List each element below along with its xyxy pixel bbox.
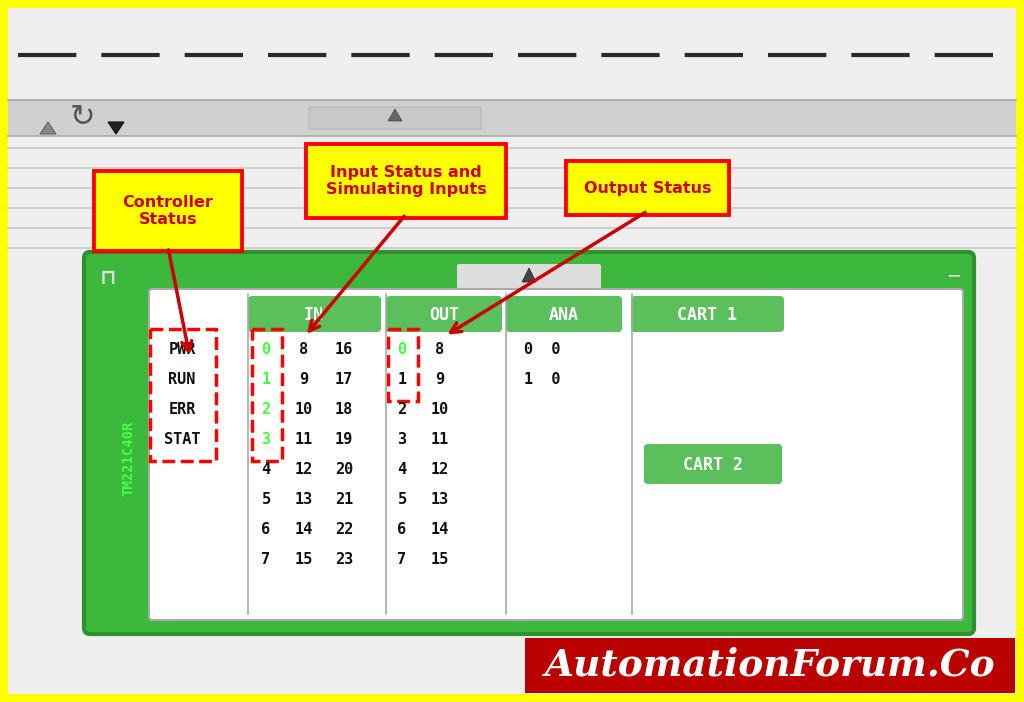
Text: Output Status: Output Status <box>584 180 712 195</box>
Text: 11: 11 <box>431 432 450 447</box>
Text: 7: 7 <box>397 552 407 567</box>
Polygon shape <box>40 122 56 134</box>
FancyBboxPatch shape <box>8 8 1016 694</box>
Text: 14: 14 <box>431 522 450 538</box>
Text: 11: 11 <box>295 432 313 447</box>
FancyBboxPatch shape <box>150 289 963 620</box>
FancyBboxPatch shape <box>506 296 622 332</box>
FancyBboxPatch shape <box>644 444 782 484</box>
Text: ERR: ERR <box>168 402 196 418</box>
Text: STAT: STAT <box>164 432 201 447</box>
Text: 12: 12 <box>431 463 450 477</box>
Text: RUN: RUN <box>168 373 196 388</box>
Text: 8: 8 <box>435 343 444 357</box>
Text: 2: 2 <box>261 402 270 418</box>
Text: 5: 5 <box>261 493 270 508</box>
Polygon shape <box>388 109 402 121</box>
Text: ─: ─ <box>948 267 959 285</box>
FancyBboxPatch shape <box>84 252 974 634</box>
Text: Controller
Status: Controller Status <box>123 194 213 227</box>
Text: 5: 5 <box>397 493 407 508</box>
Text: 6: 6 <box>397 522 407 538</box>
Text: 19: 19 <box>335 432 353 447</box>
Text: CART 1: CART 1 <box>677 306 737 324</box>
Text: IN: IN <box>304 306 324 324</box>
Text: OUT: OUT <box>429 306 459 324</box>
Text: 12: 12 <box>295 463 313 477</box>
Text: 14: 14 <box>295 522 313 538</box>
FancyBboxPatch shape <box>306 144 506 218</box>
Text: PWR: PWR <box>168 343 196 357</box>
Text: 7: 7 <box>261 552 270 567</box>
FancyBboxPatch shape <box>525 638 1015 693</box>
Text: 17: 17 <box>335 373 353 388</box>
FancyBboxPatch shape <box>248 296 381 332</box>
Text: 1  0: 1 0 <box>523 373 560 388</box>
Text: 8: 8 <box>299 343 308 357</box>
Text: 15: 15 <box>431 552 450 567</box>
Text: 16: 16 <box>335 343 353 357</box>
Polygon shape <box>108 122 124 134</box>
Text: 18: 18 <box>335 402 353 418</box>
Text: 22: 22 <box>335 522 353 538</box>
Text: 6: 6 <box>261 522 270 538</box>
Text: 0: 0 <box>261 343 270 357</box>
Text: ↻: ↻ <box>70 103 95 133</box>
Text: 1: 1 <box>397 373 407 388</box>
Text: 13: 13 <box>431 493 450 508</box>
Text: 4: 4 <box>261 463 270 477</box>
FancyBboxPatch shape <box>457 264 601 290</box>
FancyBboxPatch shape <box>94 171 242 251</box>
Text: 20: 20 <box>335 463 353 477</box>
Text: 21: 21 <box>335 493 353 508</box>
Text: ⊓: ⊓ <box>99 268 117 288</box>
Text: 9: 9 <box>299 373 308 388</box>
Text: TM221C40R: TM221C40R <box>121 420 135 496</box>
Text: 1: 1 <box>261 373 270 388</box>
Text: 10: 10 <box>431 402 450 418</box>
Text: 3: 3 <box>261 432 270 447</box>
Text: Input Status and
Simulating Inputs: Input Status and Simulating Inputs <box>326 165 486 197</box>
FancyBboxPatch shape <box>566 161 729 215</box>
Text: 9: 9 <box>435 373 444 388</box>
Text: ANA: ANA <box>549 306 579 324</box>
Text: 3: 3 <box>397 432 407 447</box>
Polygon shape <box>522 268 536 282</box>
FancyBboxPatch shape <box>309 107 481 129</box>
Text: 0  0: 0 0 <box>523 343 560 357</box>
Text: 13: 13 <box>295 493 313 508</box>
FancyBboxPatch shape <box>631 296 784 332</box>
Text: 10: 10 <box>295 402 313 418</box>
Text: 0: 0 <box>397 343 407 357</box>
FancyBboxPatch shape <box>386 296 502 332</box>
FancyBboxPatch shape <box>8 100 1016 136</box>
Text: CART 2: CART 2 <box>683 456 743 474</box>
Text: 23: 23 <box>335 552 353 567</box>
Text: 2: 2 <box>397 402 407 418</box>
Text: 4: 4 <box>397 463 407 477</box>
Text: AutomationForum.Co: AutomationForum.Co <box>545 647 995 684</box>
Text: 15: 15 <box>295 552 313 567</box>
